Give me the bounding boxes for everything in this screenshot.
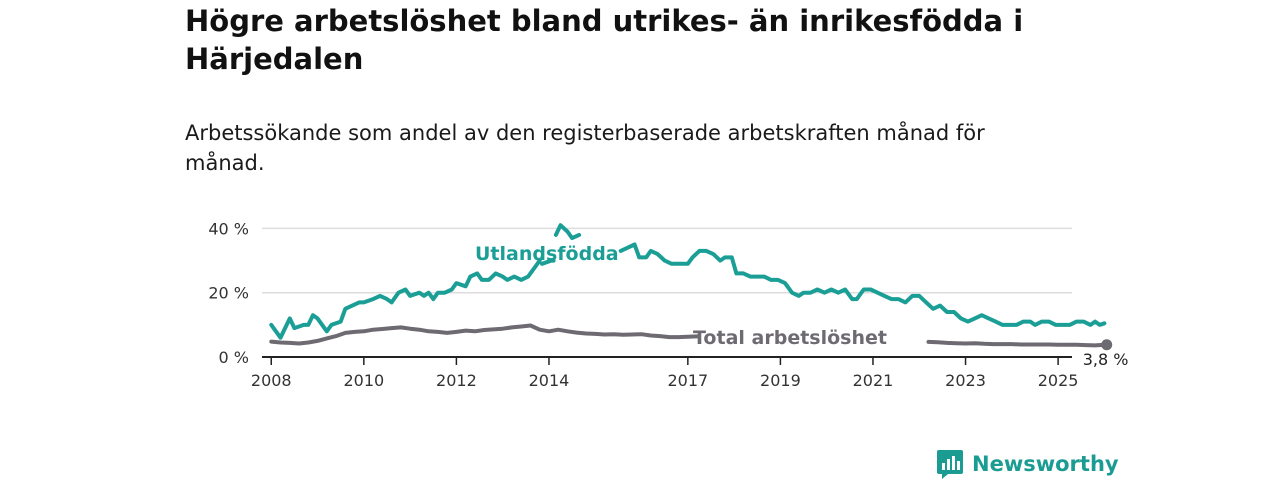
series-line-utlandsf-dda [553,223,582,241]
series-label-total: Total arbetslöshet [693,327,887,349]
series-lines [269,223,1107,348]
series-line-utlandsf-dda [618,242,1107,327]
series-line-utlandsf-dda [540,258,556,266]
y-axis-ticks: 0 % 20 % 40 % [208,219,249,367]
x-axis-ticks: 2008 2010 2012 2014 2017 2019 2021 2023 2025 [251,357,1079,390]
line-chart: 0 % 20 % 40 % 2008 2010 2012 2014 2017 2019 2021… [208,219,1128,390]
x-tick-label: 2025 [1038,371,1079,390]
series-line-total-arbetsl-shet [269,323,700,346]
bar-chart-speech-bubble-icon [937,450,963,479]
brand-logo: Newsworthy [936,448,1119,480]
chart-subtitle: Arbetssökande som andel av den registerb… [185,121,985,175]
x-tick-label: 2023 [945,371,986,390]
x-tick-label: 2008 [251,371,292,390]
brand-name: Newsworthy [972,452,1119,476]
x-tick-label: 2010 [343,371,384,390]
x-tick-label: 2017 [667,371,708,390]
end-point-marker [1101,339,1113,351]
x-tick-label: 2019 [760,371,801,390]
series-label-utlandsfodda: Utlandsfödda [475,243,619,265]
x-tick-label: 2012 [436,371,477,390]
y-tick-label: 20 % [208,284,249,303]
series-labels: Utlandsfödda Total arbetslöshet 3,8 % [475,243,1128,369]
series-line-utlandsf-dda [269,258,542,340]
x-tick-label: 2014 [529,371,570,390]
x-tick-label: 2021 [853,371,894,390]
y-tick-label: 0 % [219,348,249,367]
series-line-total-arbetsl-shet [926,339,1107,348]
y-tick-label: 40 % [208,219,249,238]
end-value-label: 3,8 % [1083,350,1129,369]
chart-title: Högre arbetslöshet bland utrikes- än inr… [185,4,1024,76]
